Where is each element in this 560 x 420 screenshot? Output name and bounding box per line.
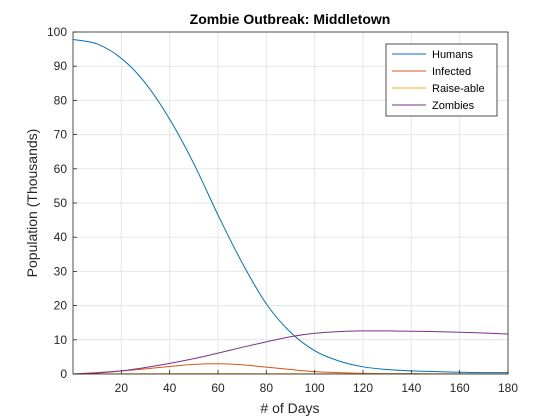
y-tick-label: 80 <box>54 93 68 107</box>
x-tick-label: 140 <box>401 381 421 395</box>
x-tick-label: 40 <box>163 381 177 395</box>
legend-label-infected: Infected <box>432 66 471 78</box>
y-axis-label: Population (Thousands) <box>24 129 40 278</box>
x-tick-label: 100 <box>305 381 325 395</box>
y-tick-label: 60 <box>54 162 68 176</box>
x-axis-label: # of Days <box>260 400 319 416</box>
y-tick-label: 100 <box>47 25 67 39</box>
x-tick-label: 60 <box>211 381 225 395</box>
series-line-humans <box>72 39 509 374</box>
y-tick-label: 10 <box>54 333 68 347</box>
y-tick-label: 70 <box>54 128 68 142</box>
legend-label-zombies: Zombies <box>432 100 475 112</box>
y-tick-label: 90 <box>54 59 68 73</box>
y-tick-label: 40 <box>54 230 68 244</box>
grid <box>73 31 509 375</box>
legend-label-raise-able: Raise-able <box>432 83 485 95</box>
series-line-zombies <box>72 330 509 375</box>
y-tick-label: 20 <box>54 299 68 313</box>
y-tick-label: 0 <box>60 367 67 381</box>
x-tick-label: 80 <box>260 381 274 395</box>
x-tick-label: 180 <box>498 381 518 395</box>
legend-label-humans: Humans <box>432 49 473 61</box>
legend: Humans Infected Raise-able Zombies <box>385 43 498 117</box>
y-tick-label: 30 <box>54 264 68 278</box>
legend-box <box>385 43 498 117</box>
y-tick-label: 50 <box>54 196 68 210</box>
x-tick-label: 160 <box>450 381 470 395</box>
ticks: 20 40 60 80 100 120 140 160 180 0 10 20 30 40 50 60 70 80… <box>47 25 518 395</box>
x-tick-label: 120 <box>353 381 373 395</box>
chart-title: Zombie Outbreak: Middletown <box>190 11 391 27</box>
x-tick-label: 20 <box>115 381 129 395</box>
